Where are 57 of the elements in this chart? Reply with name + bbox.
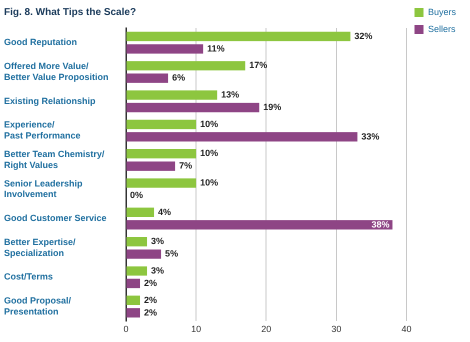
x-tick-label: 10	[191, 324, 202, 334]
chart-title: Fig. 8. What Tips the Scale?	[4, 6, 136, 18]
x-tick-label: 0	[123, 324, 129, 334]
legend-label: Sellers	[428, 24, 456, 34]
data-label: 17%	[249, 60, 268, 70]
data-label: 10%	[200, 118, 218, 129]
bar	[126, 266, 148, 276]
y-tick-label: Senior Leadership Involvement	[4, 178, 84, 200]
y-tick-label: Good Proposal/ Presentation	[4, 296, 72, 316]
bar	[126, 236, 148, 246]
data-label: 3%	[151, 236, 164, 246]
data-label: 3%	[151, 265, 164, 276]
bar	[126, 220, 392, 230]
data-label: 32%	[354, 30, 372, 41]
data-label: 2%	[144, 307, 158, 318]
bar	[126, 132, 358, 142]
data-label: 4%	[158, 206, 172, 217]
data-label: 13%	[221, 90, 240, 100]
bar	[126, 278, 140, 288]
y-tick-label: Better Team Chemistry/ Right Values	[4, 149, 105, 170]
data-label: 10%	[200, 178, 218, 188]
data-label: 2%	[144, 294, 158, 305]
y-tick-label: Good Customer Service	[4, 213, 107, 224]
bar	[126, 90, 218, 100]
bar	[126, 208, 154, 218]
bar	[126, 249, 162, 259]
data-label: 11%	[207, 43, 225, 54]
bar	[126, 44, 204, 54]
bar	[126, 149, 196, 158]
y-tick-label: Existing Relationship	[4, 96, 96, 106]
y-tick-label: Better Expertise/ Specialization	[4, 236, 76, 258]
y-tick-label: Offered More Value/ Better Value Proposition	[4, 61, 109, 82]
data-label: 5%	[165, 248, 178, 259]
x-tick-label: 20	[261, 324, 272, 334]
data-label: 6%	[172, 72, 186, 83]
data-label: 10%	[200, 148, 218, 158]
data-label: 38%	[371, 219, 390, 230]
bar	[126, 32, 350, 42]
y-tick-label: Cost/Terms	[4, 272, 53, 282]
data-label: 2%	[144, 278, 158, 288]
x-tick-label: 30	[331, 324, 342, 334]
bar	[126, 61, 246, 70]
y-tick-label: Good Reputation	[4, 37, 77, 48]
bar	[126, 120, 196, 130]
bar	[126, 296, 140, 305]
bar	[126, 178, 196, 188]
bar	[126, 162, 176, 171]
y-tick-label: Experience/ Past Performance	[4, 120, 81, 141]
data-label: 7%	[179, 160, 192, 171]
data-label: 0%	[130, 190, 144, 200]
x-tick-label: 40	[401, 324, 412, 334]
data-label: 19%	[263, 102, 282, 112]
bar	[126, 74, 168, 83]
bar	[126, 102, 260, 112]
legend-label: Buyers	[428, 6, 456, 17]
bar	[126, 308, 140, 318]
data-label: 33%	[361, 131, 380, 142]
